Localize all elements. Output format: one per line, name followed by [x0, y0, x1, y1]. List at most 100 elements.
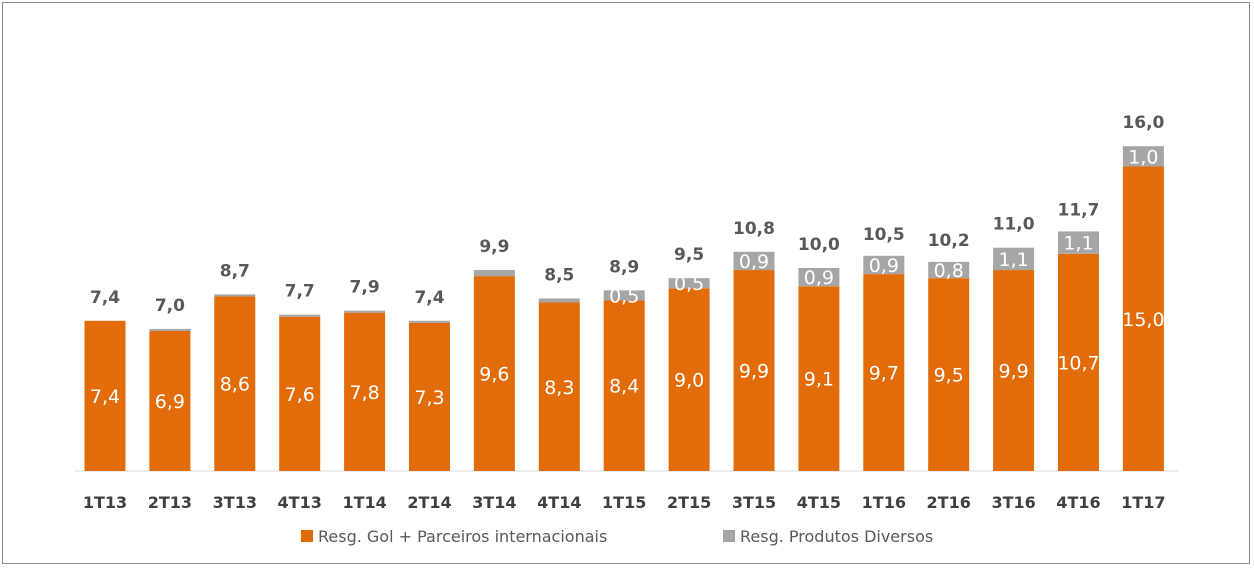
labels-group: 7,4 7,4 1T13 6,9 7,0 2T13 8,6 8,7 3T13 7,6 7,7 4T13…: [83, 113, 1166, 512]
bar-segment-diversos-2T15: [668, 278, 710, 289]
bar-segment-gol-4T15: [798, 286, 840, 471]
bar-segment-gol-4T13: [279, 316, 321, 471]
category-label-4T14: 4T14: [537, 493, 581, 512]
bar-segment-diversos-3T15: [733, 251, 775, 271]
bar-segment-gol-2T13: [149, 330, 191, 471]
bar-segment-gol-2T14: [409, 322, 450, 471]
segment-label-gol-1T17: 15,0: [1122, 309, 1164, 331]
total-label-3T13: 8,7: [220, 261, 250, 281]
total-label-1T17: 16,0: [1122, 113, 1164, 133]
bar-segment-diversos-4T16: [1058, 231, 1099, 254]
bar-segment-diversos-1T14: [344, 310, 386, 313]
total-label-2T16: 10,2: [928, 231, 970, 251]
segment-label-diversos-3T15: 0,9: [739, 251, 769, 273]
segment-label-gol-3T13: 8,6: [220, 374, 250, 396]
category-label-2T16: 2T16: [927, 493, 971, 512]
segment-label-diversos-4T15: 0,9: [804, 267, 834, 289]
total-label-1T14: 7,9: [350, 278, 380, 298]
legend-label-gol: Resg. Gol + Parceiros internacionais: [318, 527, 607, 546]
segment-label-gol-4T15: 9,1: [804, 369, 834, 391]
segment-label-diversos-2T16: 0,8: [934, 260, 964, 282]
segment-label-gol-1T16: 9,7: [869, 363, 899, 385]
bar-segment-diversos-4T13: [279, 314, 321, 317]
bar-segment-gol-4T16: [1058, 253, 1099, 471]
bar-segment-gol-2T16: [928, 278, 970, 471]
segment-label-gol-2T14: 7,3: [414, 387, 444, 409]
total-label-2T13: 7,0: [155, 296, 185, 316]
bar-segment-diversos-1T15: [603, 290, 645, 301]
segment-label-gol-1T14: 7,8: [349, 382, 379, 404]
total-label-1T16: 10,5: [863, 225, 905, 245]
bar-segment-diversos-3T16: [993, 247, 1035, 271]
total-label-3T15: 10,8: [733, 219, 775, 239]
bars-group: [84, 146, 1164, 471]
stacked-bar-chart: 7,4 7,4 1T13 6,9 7,0 2T13 8,6 8,7 3T13 7,6 7,7 4T13…: [75, 113, 1179, 546]
legend-label-diversos: Resg. Produtos Diversos: [740, 527, 933, 546]
category-label-3T16: 3T16: [991, 493, 1035, 512]
bar-segment-diversos-4T15: [798, 268, 840, 287]
category-label-3T13: 3T13: [213, 493, 257, 512]
bar-segment-diversos-2T13: [149, 328, 191, 331]
segment-label-diversos-1T15: 0,5: [609, 285, 639, 307]
segment-label-gol-3T16: 9,9: [998, 361, 1028, 383]
segment-label-diversos-1T17: 1,0: [1128, 146, 1158, 168]
total-label-4T13: 7,7: [285, 282, 315, 302]
legend-swatch-gol: [301, 530, 313, 542]
category-label-4T16: 4T16: [1056, 493, 1100, 512]
bar-segment-diversos-3T14: [473, 270, 515, 277]
segment-label-gol-4T13: 7,6: [285, 384, 315, 406]
legend-swatch-diversos: [723, 530, 735, 542]
bar-segment-gol-1T17: [1122, 166, 1164, 471]
segment-label-gol-1T15: 8,4: [609, 376, 639, 398]
bar-segment-gol-3T16: [993, 270, 1035, 471]
total-label-3T16: 11,0: [993, 215, 1035, 235]
segment-label-diversos-3T16: 1,1: [998, 249, 1028, 271]
segment-label-diversos-4T16: 1,1: [1063, 233, 1093, 255]
bar-segment-gol-4T14: [538, 302, 580, 471]
total-label-4T14: 8,5: [544, 265, 574, 285]
category-label-4T15: 4T15: [797, 493, 841, 512]
bar-segment-gol-1T15: [603, 300, 645, 471]
segment-label-gol-2T15: 9,0: [674, 370, 704, 392]
segment-label-gol-1T13: 7,4: [90, 386, 120, 408]
total-label-4T16: 11,7: [1058, 200, 1100, 220]
segment-label-diversos-1T16: 0,9: [869, 255, 899, 277]
bar-segment-diversos-1T16: [863, 255, 905, 275]
segment-label-diversos-2T15: 0,5: [674, 273, 704, 295]
segment-label-gol-3T15: 9,9: [739, 361, 769, 383]
total-label-3T14: 9,9: [479, 237, 509, 257]
total-label-1T13: 7,4: [90, 288, 120, 308]
category-label-3T15: 3T15: [732, 493, 776, 512]
bar-segment-gol-1T13: [84, 320, 126, 471]
category-label-1T17: 1T17: [1121, 493, 1165, 512]
category-label-2T15: 2T15: [667, 493, 711, 512]
category-label-4T13: 4T13: [278, 493, 322, 512]
bar-segment-diversos-2T16: [928, 261, 970, 279]
bar-segment-gol-3T14: [473, 276, 515, 471]
segment-label-gol-4T16: 10,7: [1057, 352, 1099, 374]
bar-segment-diversos-4T14: [538, 298, 580, 303]
total-label-1T15: 8,9: [609, 257, 639, 277]
segment-label-gol-4T14: 8,3: [544, 377, 574, 399]
legend: Resg. Gol + Parceiros internacionais Resg…: [301, 527, 933, 546]
segment-label-gol-2T16: 9,5: [934, 365, 964, 387]
bar-segment-gol-1T14: [344, 312, 386, 471]
total-label-2T14: 7,4: [414, 288, 444, 308]
category-label-1T15: 1T15: [602, 493, 646, 512]
bar-segment-diversos-1T17: [1122, 146, 1164, 167]
bar-segment-gol-1T16: [863, 274, 905, 471]
bar-segment-gol-3T15: [733, 270, 775, 471]
category-label-2T14: 2T14: [407, 493, 451, 512]
category-label-3T14: 3T14: [472, 493, 516, 512]
bar-segment-gol-3T13: [214, 296, 256, 471]
bar-segment-diversos-3T13: [214, 294, 256, 297]
category-label-2T13: 2T13: [148, 493, 192, 512]
bar-segment-diversos-2T14: [409, 320, 450, 323]
category-label-1T13: 1T13: [83, 493, 127, 512]
bar-segment-gol-2T15: [668, 288, 710, 471]
category-label-1T14: 1T14: [342, 493, 386, 512]
segment-label-gol-2T13: 6,9: [155, 391, 185, 413]
total-label-4T15: 10,0: [798, 235, 840, 255]
category-label-1T16: 1T16: [862, 493, 906, 512]
